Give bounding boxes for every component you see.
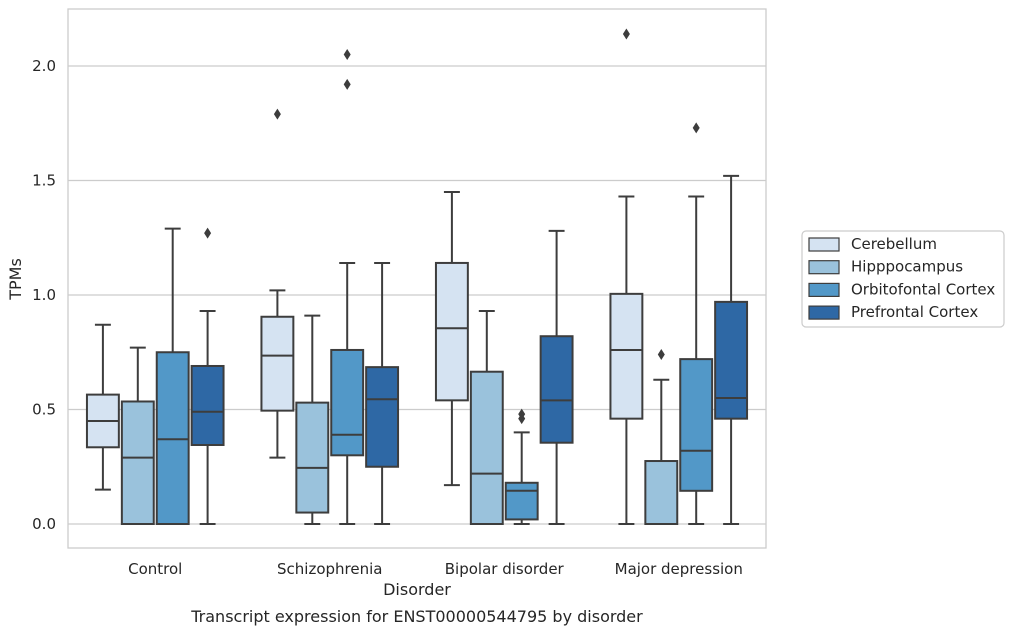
box-iqr: [714, 300, 749, 420]
box-iqr: [644, 460, 679, 525]
legend-frame: [801, 230, 1005, 328]
x-axis-label: Disorder: [383, 580, 451, 599]
legend-label: Cerebellum: [851, 235, 937, 253]
y-tick-label: 0.0: [32, 515, 56, 533]
box-cerebellum: [260, 108, 295, 459]
box-iqr: [155, 351, 190, 525]
box-iqr: [330, 348, 365, 457]
box-plot-groups: [85, 28, 749, 525]
box-iqr: [260, 315, 295, 412]
outlier-point: [622, 28, 630, 40]
y-tick-label: 2.0: [32, 57, 56, 75]
y-tick-label: 1.0: [32, 286, 56, 304]
box-iqr: [469, 370, 504, 525]
box-iqr: [120, 400, 155, 525]
box-orbitofontal-cortex: [155, 227, 190, 525]
outlier-point: [343, 78, 351, 90]
box-cerebellum: [434, 190, 469, 487]
box-orbitofontal-cortex: [504, 408, 539, 525]
legend-swatch: [808, 305, 840, 320]
y-axis-label: TPMs: [6, 258, 25, 301]
box-hipppocampus: [644, 349, 679, 525]
y-tick-label: 0.5: [32, 401, 56, 419]
box-prefrontal-cortex: [539, 229, 574, 525]
outlier-point: [343, 49, 351, 61]
box-iqr: [365, 366, 400, 468]
chart-caption: Transcript expression for ENST0000054479…: [190, 607, 643, 626]
box-hipppocampus: [120, 346, 155, 525]
legend-label: Hipppocampus: [851, 258, 963, 276]
x-tick-label: Control: [128, 560, 182, 578]
y-tick-label: 1.5: [32, 172, 56, 190]
box-cerebellum: [609, 28, 644, 525]
outlier-point: [204, 227, 212, 239]
box-cerebellum: [85, 323, 120, 491]
outlier-point: [518, 408, 526, 420]
legend-swatch: [808, 237, 840, 252]
x-tick-label: Schizophrenia: [277, 560, 382, 578]
outlier-point: [273, 108, 281, 120]
box-iqr: [609, 292, 644, 420]
legend-label: Orbitofontal Cortex: [851, 280, 995, 298]
legend-swatch: [808, 260, 840, 275]
box-prefrontal-cortex: [190, 227, 225, 525]
plot-frame: [67, 8, 767, 549]
legend-label: Prefrontal Cortex: [851, 303, 978, 321]
y-axis-ticks: 0.0 0.5 1.0 1.5 2.0: [32, 57, 56, 533]
box-hipppocampus: [295, 314, 330, 525]
box-iqr: [539, 335, 574, 444]
outlier-point: [692, 122, 700, 134]
box-prefrontal-cortex: [714, 174, 749, 525]
box-orbitofontal-cortex: [679, 122, 714, 525]
legend: Cerebellum Hipppocampus Orbitofontal Corte…: [801, 230, 1005, 328]
box-hipppocampus: [469, 310, 504, 525]
legend-swatch: [808, 282, 840, 297]
x-axis-ticks: Control Schizophrenia Bipolar disorder Majo…: [128, 560, 743, 578]
box-iqr: [190, 364, 225, 446]
box-iqr: [434, 261, 469, 402]
outlier-point: [657, 349, 665, 361]
box-iqr: [679, 358, 714, 492]
box-orbitofontal-cortex: [330, 49, 365, 525]
box-prefrontal-cortex: [365, 261, 400, 525]
box-iqr: [504, 481, 539, 521]
x-tick-label: Major depression: [615, 560, 743, 578]
box-iqr: [295, 401, 330, 514]
x-tick-label: Bipolar disorder: [445, 560, 565, 578]
